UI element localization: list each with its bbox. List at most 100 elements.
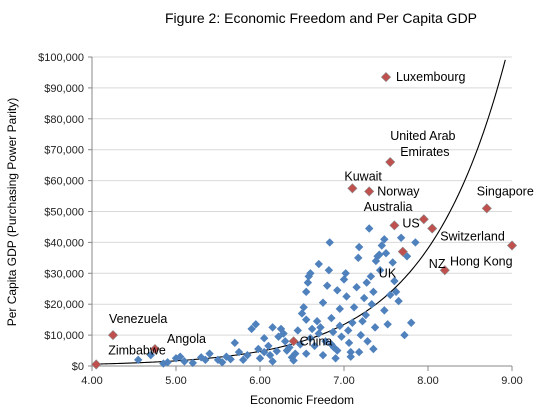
point-label: United Arab Emirates	[390, 129, 455, 159]
data-point	[327, 313, 336, 323]
highlight-point	[397, 246, 408, 257]
data-point	[356, 330, 365, 340]
data-point	[349, 303, 359, 312]
data-point	[383, 320, 392, 329]
axes: $0 $10,000 $20,000 $30,000 $40,000 $50,000 $60…	[38, 52, 523, 387]
data-point	[333, 286, 342, 295]
data-point	[390, 276, 399, 286]
data-point	[239, 355, 248, 365]
data-point	[380, 235, 389, 244]
point-label-line: Emirates	[400, 145, 449, 159]
highlight-point	[347, 183, 358, 194]
data-point	[354, 347, 364, 357]
data-point	[201, 355, 210, 365]
data-point	[318, 298, 328, 307]
data-point	[255, 354, 265, 363]
data-point	[344, 326, 353, 335]
data-point	[335, 304, 344, 314]
y-tick-label: $30,000	[44, 268, 84, 280]
data-point	[306, 333, 315, 343]
data-point	[226, 355, 235, 364]
highlighted-points	[91, 72, 518, 370]
y-tick-label: $10,000	[44, 330, 84, 342]
point-label: NZ	[429, 257, 446, 271]
grid	[92, 56, 512, 336]
point-label-line: United Arab	[390, 129, 455, 143]
data-point	[312, 316, 322, 326]
data-point	[331, 354, 340, 363]
data-point	[264, 341, 273, 351]
data-point	[310, 341, 319, 351]
data-point	[251, 320, 260, 329]
data-point	[247, 324, 256, 334]
data-point	[348, 318, 357, 327]
data-point	[394, 296, 403, 306]
point-label: Venezuela	[109, 312, 167, 326]
point-label: Switzerland	[440, 229, 505, 243]
data-point	[377, 241, 386, 250]
y-axis-title: Per Capita GDP (Purchasing Power Parity)	[5, 98, 19, 327]
data-point	[293, 326, 302, 335]
data-point	[307, 324, 317, 334]
data-point	[205, 349, 214, 358]
highlight-point	[288, 336, 299, 347]
data-point	[411, 238, 420, 247]
data-point	[341, 269, 350, 278]
data-point	[362, 278, 371, 287]
data-point	[299, 303, 308, 312]
chart-title: Figure 2: Economic Freedom and Per Capit…	[165, 10, 477, 26]
data-point	[260, 347, 269, 357]
highlight-point	[427, 223, 438, 234]
data-point	[327, 340, 336, 349]
y-tick-label: $100,000	[38, 52, 84, 64]
data-point	[388, 258, 397, 267]
x-tick-label: 7.00	[333, 375, 354, 387]
data-point	[354, 242, 364, 252]
data-point	[260, 333, 269, 343]
data-point	[358, 316, 367, 326]
point-label: Zimbabwe	[108, 343, 166, 357]
data-point	[176, 352, 185, 361]
y-tick-label: $50,000	[44, 207, 84, 219]
data-point	[302, 315, 311, 324]
data-point	[289, 356, 298, 365]
data-point	[367, 300, 376, 309]
data-point	[381, 249, 391, 258]
data-point	[323, 281, 332, 290]
data-point	[180, 357, 189, 366]
data-point	[254, 344, 263, 354]
data-points	[134, 224, 420, 368]
y-tick-label: $60,000	[44, 176, 84, 188]
highlight-point	[418, 214, 429, 225]
data-point	[303, 278, 313, 287]
data-point	[335, 321, 344, 331]
data-point	[366, 272, 376, 281]
point-label: UK	[379, 267, 397, 281]
point-label: Norway	[377, 184, 420, 198]
highlight-point	[107, 330, 119, 341]
data-point	[369, 344, 378, 354]
highlight-point	[380, 72, 392, 83]
data-point	[302, 349, 311, 358]
data-point	[386, 290, 395, 300]
data-point	[337, 332, 346, 341]
highlight-point	[439, 265, 450, 276]
highlight-point	[481, 203, 492, 214]
data-point	[346, 352, 355, 361]
data-point	[279, 329, 288, 338]
data-point	[281, 337, 290, 346]
data-point	[296, 340, 305, 349]
data-point	[339, 275, 349, 284]
y-tick-label: $90,000	[44, 83, 84, 95]
point-label: Singapore	[477, 184, 534, 198]
data-point	[321, 337, 330, 346]
data-point	[407, 318, 416, 327]
highlight-point	[364, 186, 375, 197]
highlight-point	[91, 359, 102, 370]
y-tick-label: $0	[72, 361, 84, 373]
data-point	[285, 343, 294, 352]
point-label: Luxembourg	[396, 70, 466, 84]
data-point	[370, 323, 380, 332]
